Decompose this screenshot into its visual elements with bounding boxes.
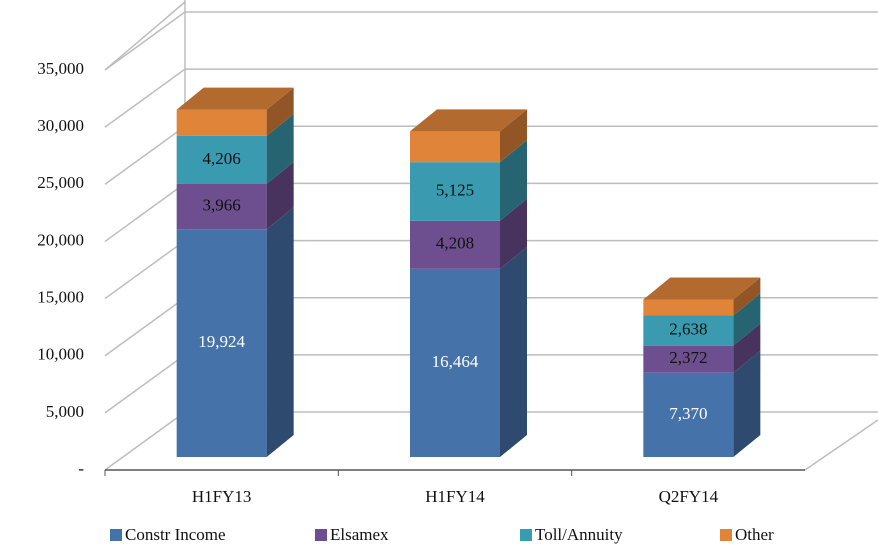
bar-side (266, 113, 294, 184)
y-tick-label: 35,000 (37, 59, 84, 78)
y-tick-label: 10,000 (37, 345, 84, 364)
bar-front (643, 372, 734, 457)
data-label: 5,125 (436, 180, 474, 199)
data-label: 3,966 (203, 196, 241, 215)
data-label: 16,464 (432, 352, 479, 371)
bar-side (500, 140, 527, 221)
legend-swatch (110, 529, 122, 541)
y-tick-label: 5,000 (46, 402, 84, 421)
y-tick-label: 25,000 (37, 173, 84, 192)
x-tick-label: H1FY14 (425, 487, 485, 506)
legend-label: Constr Income (125, 525, 226, 544)
data-label: 7,370 (669, 404, 707, 423)
bar-side (733, 350, 761, 457)
bar-front (643, 299, 734, 316)
legend-swatch (720, 529, 732, 541)
y-tick-label: 15,000 (37, 287, 84, 306)
bar-front (176, 135, 267, 184)
y-tick-label: 20,000 (37, 230, 84, 249)
bar-side (266, 207, 294, 457)
bar-front (176, 229, 267, 457)
floor-edge (804, 419, 878, 471)
bar-front (176, 183, 267, 230)
data-label: 2,372 (669, 348, 707, 367)
legend-swatch (315, 529, 327, 541)
bar-front (176, 109, 267, 136)
bar-front (410, 220, 500, 269)
data-label: 4,208 (436, 234, 474, 253)
y-tick-label: - (78, 459, 84, 478)
x-tick-label: Q2FY14 (659, 487, 719, 506)
bar-front (643, 345, 734, 373)
bar-side (500, 246, 527, 457)
bar-side (500, 198, 527, 269)
x-tick-label: H1FY13 (192, 487, 252, 506)
bar-side (266, 161, 294, 230)
bar-top (410, 109, 527, 132)
bar-front (410, 268, 500, 457)
data-label: 4,206 (203, 149, 241, 168)
data-label: 19,924 (198, 332, 245, 351)
bar-side (733, 277, 761, 316)
grid-line (104, 11, 878, 71)
bar-side (266, 87, 294, 136)
legend-swatch (520, 529, 532, 541)
bar-side (733, 293, 761, 346)
legend-label: Toll/Annuity (535, 525, 623, 544)
data-label: 2,638 (669, 319, 707, 338)
legend-label: Other (735, 525, 774, 544)
bar-top (176, 87, 294, 110)
bar-front (410, 131, 500, 163)
bar-front (643, 315, 734, 346)
legend-label: Elsamex (330, 525, 389, 544)
bar-side (733, 323, 761, 373)
wall-top (104, 1, 186, 71)
bar-top (643, 277, 761, 300)
bar-front (410, 162, 500, 221)
bar-side (500, 109, 527, 163)
y-tick-label: 30,000 (37, 116, 84, 135)
